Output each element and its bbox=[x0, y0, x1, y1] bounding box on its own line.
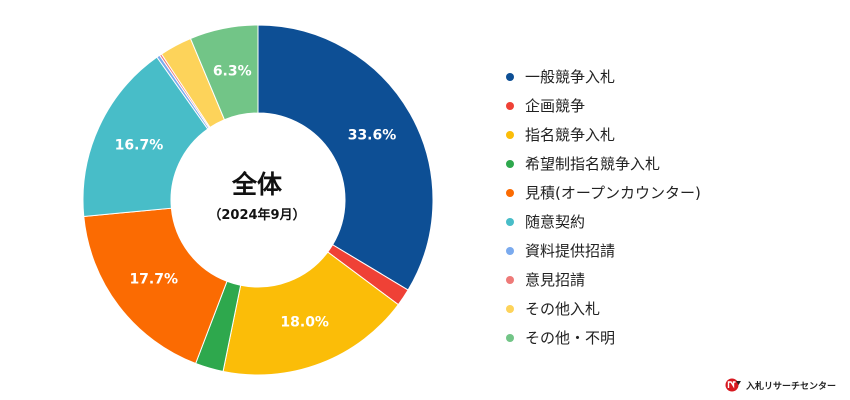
slice-3 bbox=[222, 251, 399, 376]
legend-marker bbox=[506, 101, 514, 110]
legend-label: 希望制指名競争入札 bbox=[525, 155, 661, 173]
legend-marker bbox=[506, 217, 514, 226]
legend-marker bbox=[506, 130, 514, 139]
legend-label: 見積(オープンカウンター) bbox=[525, 184, 701, 202]
nr-logo-icon bbox=[725, 378, 741, 392]
slice-label-6: 16.7% bbox=[115, 137, 164, 153]
legend-item-10: その他・不明 bbox=[506, 323, 701, 352]
slice-6 bbox=[82, 56, 209, 218]
legend-marker bbox=[506, 246, 514, 255]
slice-5 bbox=[83, 207, 228, 365]
chart-title: 全体 bbox=[231, 170, 282, 199]
legend-item-4: 希望制指名競争入札 bbox=[506, 149, 701, 178]
legend-label: 企画競争 bbox=[525, 97, 586, 115]
legend-marker bbox=[506, 188, 514, 197]
slice-1 bbox=[257, 24, 434, 291]
legend-item-2: 企画競争 bbox=[506, 91, 701, 120]
brand-name: 入札リサーチセンター bbox=[745, 381, 836, 392]
legend-item-5: 見積(オープンカウンター) bbox=[506, 178, 701, 207]
brand-logo: 入札リサーチセンター bbox=[725, 378, 836, 392]
legend-label: その他入札 bbox=[525, 300, 601, 318]
legend-marker bbox=[506, 159, 514, 168]
slice-label-10: 6.3% bbox=[213, 64, 252, 80]
slice-label-3: 18.0% bbox=[280, 314, 329, 330]
slice-label-1: 33.6% bbox=[348, 127, 397, 143]
legend-marker bbox=[506, 333, 514, 342]
legend-item-7: 資料提供招請 bbox=[506, 236, 701, 265]
legend-item-9: その他入札 bbox=[506, 294, 701, 323]
legend-item-3: 指名競争入札 bbox=[506, 120, 701, 149]
legend-label: 随意契約 bbox=[525, 213, 586, 231]
slice-label-5: 17.7% bbox=[129, 271, 178, 287]
donut-chart-svg: 33.6% 18.0% 17.7% 16.7% 6.3% bbox=[82, 24, 434, 376]
legend-item-6: 随意契約 bbox=[506, 207, 701, 236]
legend-marker bbox=[506, 275, 514, 284]
legend-label: 意見招請 bbox=[525, 271, 586, 289]
legend-item-1: 一般競争入札 bbox=[506, 62, 701, 91]
legend-item-8: 意見招請 bbox=[506, 265, 701, 294]
legend-label: その他・不明 bbox=[525, 329, 616, 347]
legend-label: 資料提供招請 bbox=[525, 242, 616, 260]
legend-marker bbox=[506, 72, 514, 81]
chart-legend: 一般競争入札 企画競争指名競争入札希望制指名競争入札見積(オープンカウンター) 随意… bbox=[506, 62, 701, 352]
legend-marker bbox=[506, 304, 514, 313]
slice-10 bbox=[189, 24, 259, 121]
legend-label: 指名競争入札 bbox=[525, 126, 616, 144]
legend-label: 一般競争入札 bbox=[525, 68, 616, 86]
chart-subtitle: （2024年9月） bbox=[208, 208, 306, 223]
